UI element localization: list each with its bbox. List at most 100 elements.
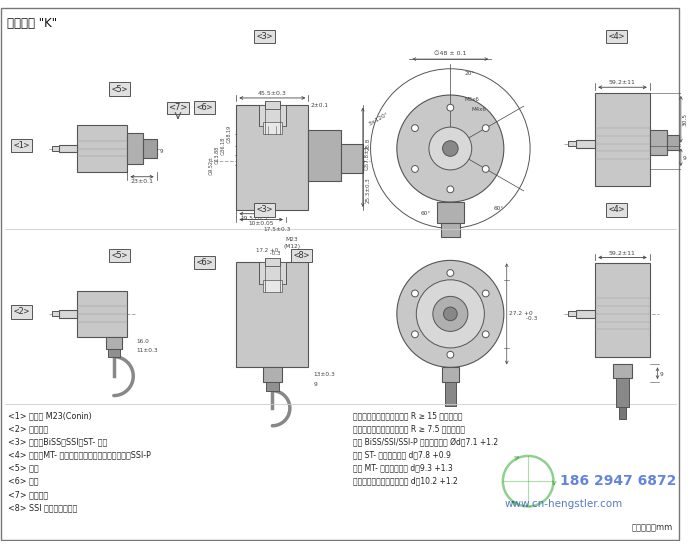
Text: ∅48 ± 0.1: ∅48 ± 0.1 — [434, 51, 466, 56]
Bar — [568, 311, 576, 316]
Bar — [619, 407, 626, 419]
Text: 60°: 60° — [421, 211, 431, 216]
Bar — [127, 133, 143, 164]
Text: M4x6: M4x6 — [472, 107, 486, 112]
Circle shape — [482, 125, 489, 132]
Circle shape — [429, 127, 472, 170]
Text: 186 2947 6872: 186 2947 6872 — [560, 474, 677, 488]
Text: <4> 接口：MT- 并行（仅适用电缆）、现场总线、SSI-P: <4> 接口：MT- 并行（仅适用电缆）、现场总线、SSI-P — [8, 450, 150, 460]
Text: 30.5: 30.5 — [682, 113, 688, 126]
Text: 25.8: 25.8 — [365, 138, 371, 150]
Bar — [237, 105, 308, 210]
Bar — [612, 364, 632, 378]
Text: 17.5±0.3: 17.5±0.3 — [263, 227, 291, 232]
Text: 20°: 20° — [465, 71, 475, 76]
Text: 19.5±0.3: 19.5±0.3 — [241, 216, 268, 221]
Text: <4>: <4> — [608, 32, 624, 41]
Bar — [444, 382, 456, 406]
Text: (M12): (M12) — [284, 244, 300, 249]
Circle shape — [416, 280, 484, 348]
Text: 9: 9 — [659, 372, 663, 376]
Text: 59.2±11: 59.2±11 — [609, 81, 636, 85]
Text: 27.2 +0: 27.2 +0 — [509, 311, 533, 316]
Bar — [262, 367, 282, 382]
Bar — [437, 202, 464, 224]
Circle shape — [482, 290, 489, 297]
Text: 23±0.1: 23±0.1 — [130, 179, 153, 184]
Bar — [60, 310, 77, 318]
Circle shape — [397, 260, 504, 367]
Text: 25.3±0.3: 25.3±0.3 — [365, 178, 371, 203]
Text: 10±0.05: 10±0.05 — [248, 221, 274, 226]
Text: ∅36.18: ∅36.18 — [220, 136, 225, 155]
Bar — [616, 378, 629, 407]
Bar — [77, 125, 127, 172]
Circle shape — [447, 351, 454, 358]
Bar — [262, 122, 282, 134]
Text: 2±0.1: 2±0.1 — [310, 103, 328, 108]
Text: -0.3: -0.3 — [509, 316, 537, 321]
Bar — [650, 130, 667, 155]
Text: 使用 MT- 接口时的电缆 d；9.3 +1.3: 使用 MT- 接口时的电缆 d；9.3 +1.3 — [353, 464, 453, 473]
Text: 使用 BiSS/SSI/SSI-P 接口时的电缆 Ød；7.1 +1.2: 使用 BiSS/SSI/SSI-P 接口时的电缆 Ød；7.1 +1.2 — [353, 437, 498, 447]
Text: 夹紧法兰 "K": 夹紧法兰 "K" — [7, 17, 57, 30]
Bar — [568, 141, 576, 146]
Text: M3x6: M3x6 — [465, 98, 480, 102]
Text: <5>: <5> — [111, 251, 127, 260]
Text: M23: M23 — [286, 237, 298, 242]
Text: 59.2±11: 59.2±11 — [609, 250, 636, 255]
Text: <1> 连接器 M23(Conin): <1> 连接器 M23(Conin) — [8, 411, 92, 420]
Bar — [576, 310, 595, 318]
Text: <2>: <2> — [13, 307, 29, 316]
Bar — [60, 145, 77, 152]
Text: 9: 9 — [160, 149, 163, 154]
Text: ∅13.88: ∅13.88 — [215, 146, 220, 164]
Text: <5> 轴向: <5> 轴向 — [8, 464, 38, 473]
Text: <7>: <7> — [168, 103, 188, 112]
Text: ∅58.19: ∅58.19 — [227, 125, 232, 143]
Text: <5>: <5> — [111, 85, 127, 94]
Circle shape — [447, 104, 454, 111]
Text: 13±0.3: 13±0.3 — [313, 372, 335, 376]
Text: 16.0: 16.0 — [136, 339, 149, 344]
Text: <6>: <6> — [196, 103, 212, 112]
Text: <3> 接口：BiSS、SSI、ST- 并行: <3> 接口：BiSS、SSI、ST- 并行 — [8, 437, 107, 447]
Bar — [265, 101, 280, 109]
Text: 尺寸单位：mm: 尺寸单位：mm — [632, 524, 673, 533]
Bar — [108, 349, 120, 357]
Text: <8>: <8> — [293, 251, 309, 260]
Circle shape — [442, 141, 458, 156]
Bar — [77, 290, 127, 337]
Bar — [265, 259, 280, 266]
Text: <7> 二者选一: <7> 二者选一 — [8, 490, 48, 499]
Circle shape — [412, 290, 419, 297]
Text: 3×120°: 3×120° — [368, 111, 389, 127]
Bar — [667, 135, 679, 151]
Text: 11±0.3: 11±0.3 — [136, 349, 158, 353]
Bar — [342, 144, 363, 173]
Circle shape — [482, 165, 489, 173]
Circle shape — [482, 331, 489, 338]
Circle shape — [433, 296, 468, 332]
Circle shape — [397, 95, 504, 202]
Text: <1>: <1> — [13, 141, 29, 150]
Text: <3>: <3> — [256, 206, 272, 214]
Text: www.cn-hengstler.com: www.cn-hengstler.com — [505, 499, 623, 509]
Bar — [262, 280, 282, 292]
Bar — [265, 382, 279, 391]
Text: <2> 连接电缆: <2> 连接电缆 — [8, 424, 48, 433]
Text: <6>: <6> — [196, 258, 212, 267]
Text: <4>: <4> — [608, 206, 624, 214]
Bar — [595, 263, 650, 357]
Bar — [259, 105, 286, 126]
Bar — [440, 224, 460, 237]
Bar — [106, 337, 122, 349]
Circle shape — [412, 125, 419, 132]
Text: 固定安装时的电缆弯曲半径 R ≥ 7.5 倍电缆直径: 固定安装时的电缆弯曲半径 R ≥ 7.5 倍电缆直径 — [353, 424, 465, 433]
Bar — [259, 262, 286, 284]
Circle shape — [447, 186, 454, 193]
Text: 使用现场总线接口时的电缆 d；10.2 +1.2: 使用现场总线接口时的电缆 d；10.2 +1.2 — [353, 477, 458, 486]
Bar — [595, 93, 650, 186]
Text: -0.3: -0.3 — [254, 252, 281, 256]
Text: <6> 径向: <6> 径向 — [8, 477, 38, 486]
